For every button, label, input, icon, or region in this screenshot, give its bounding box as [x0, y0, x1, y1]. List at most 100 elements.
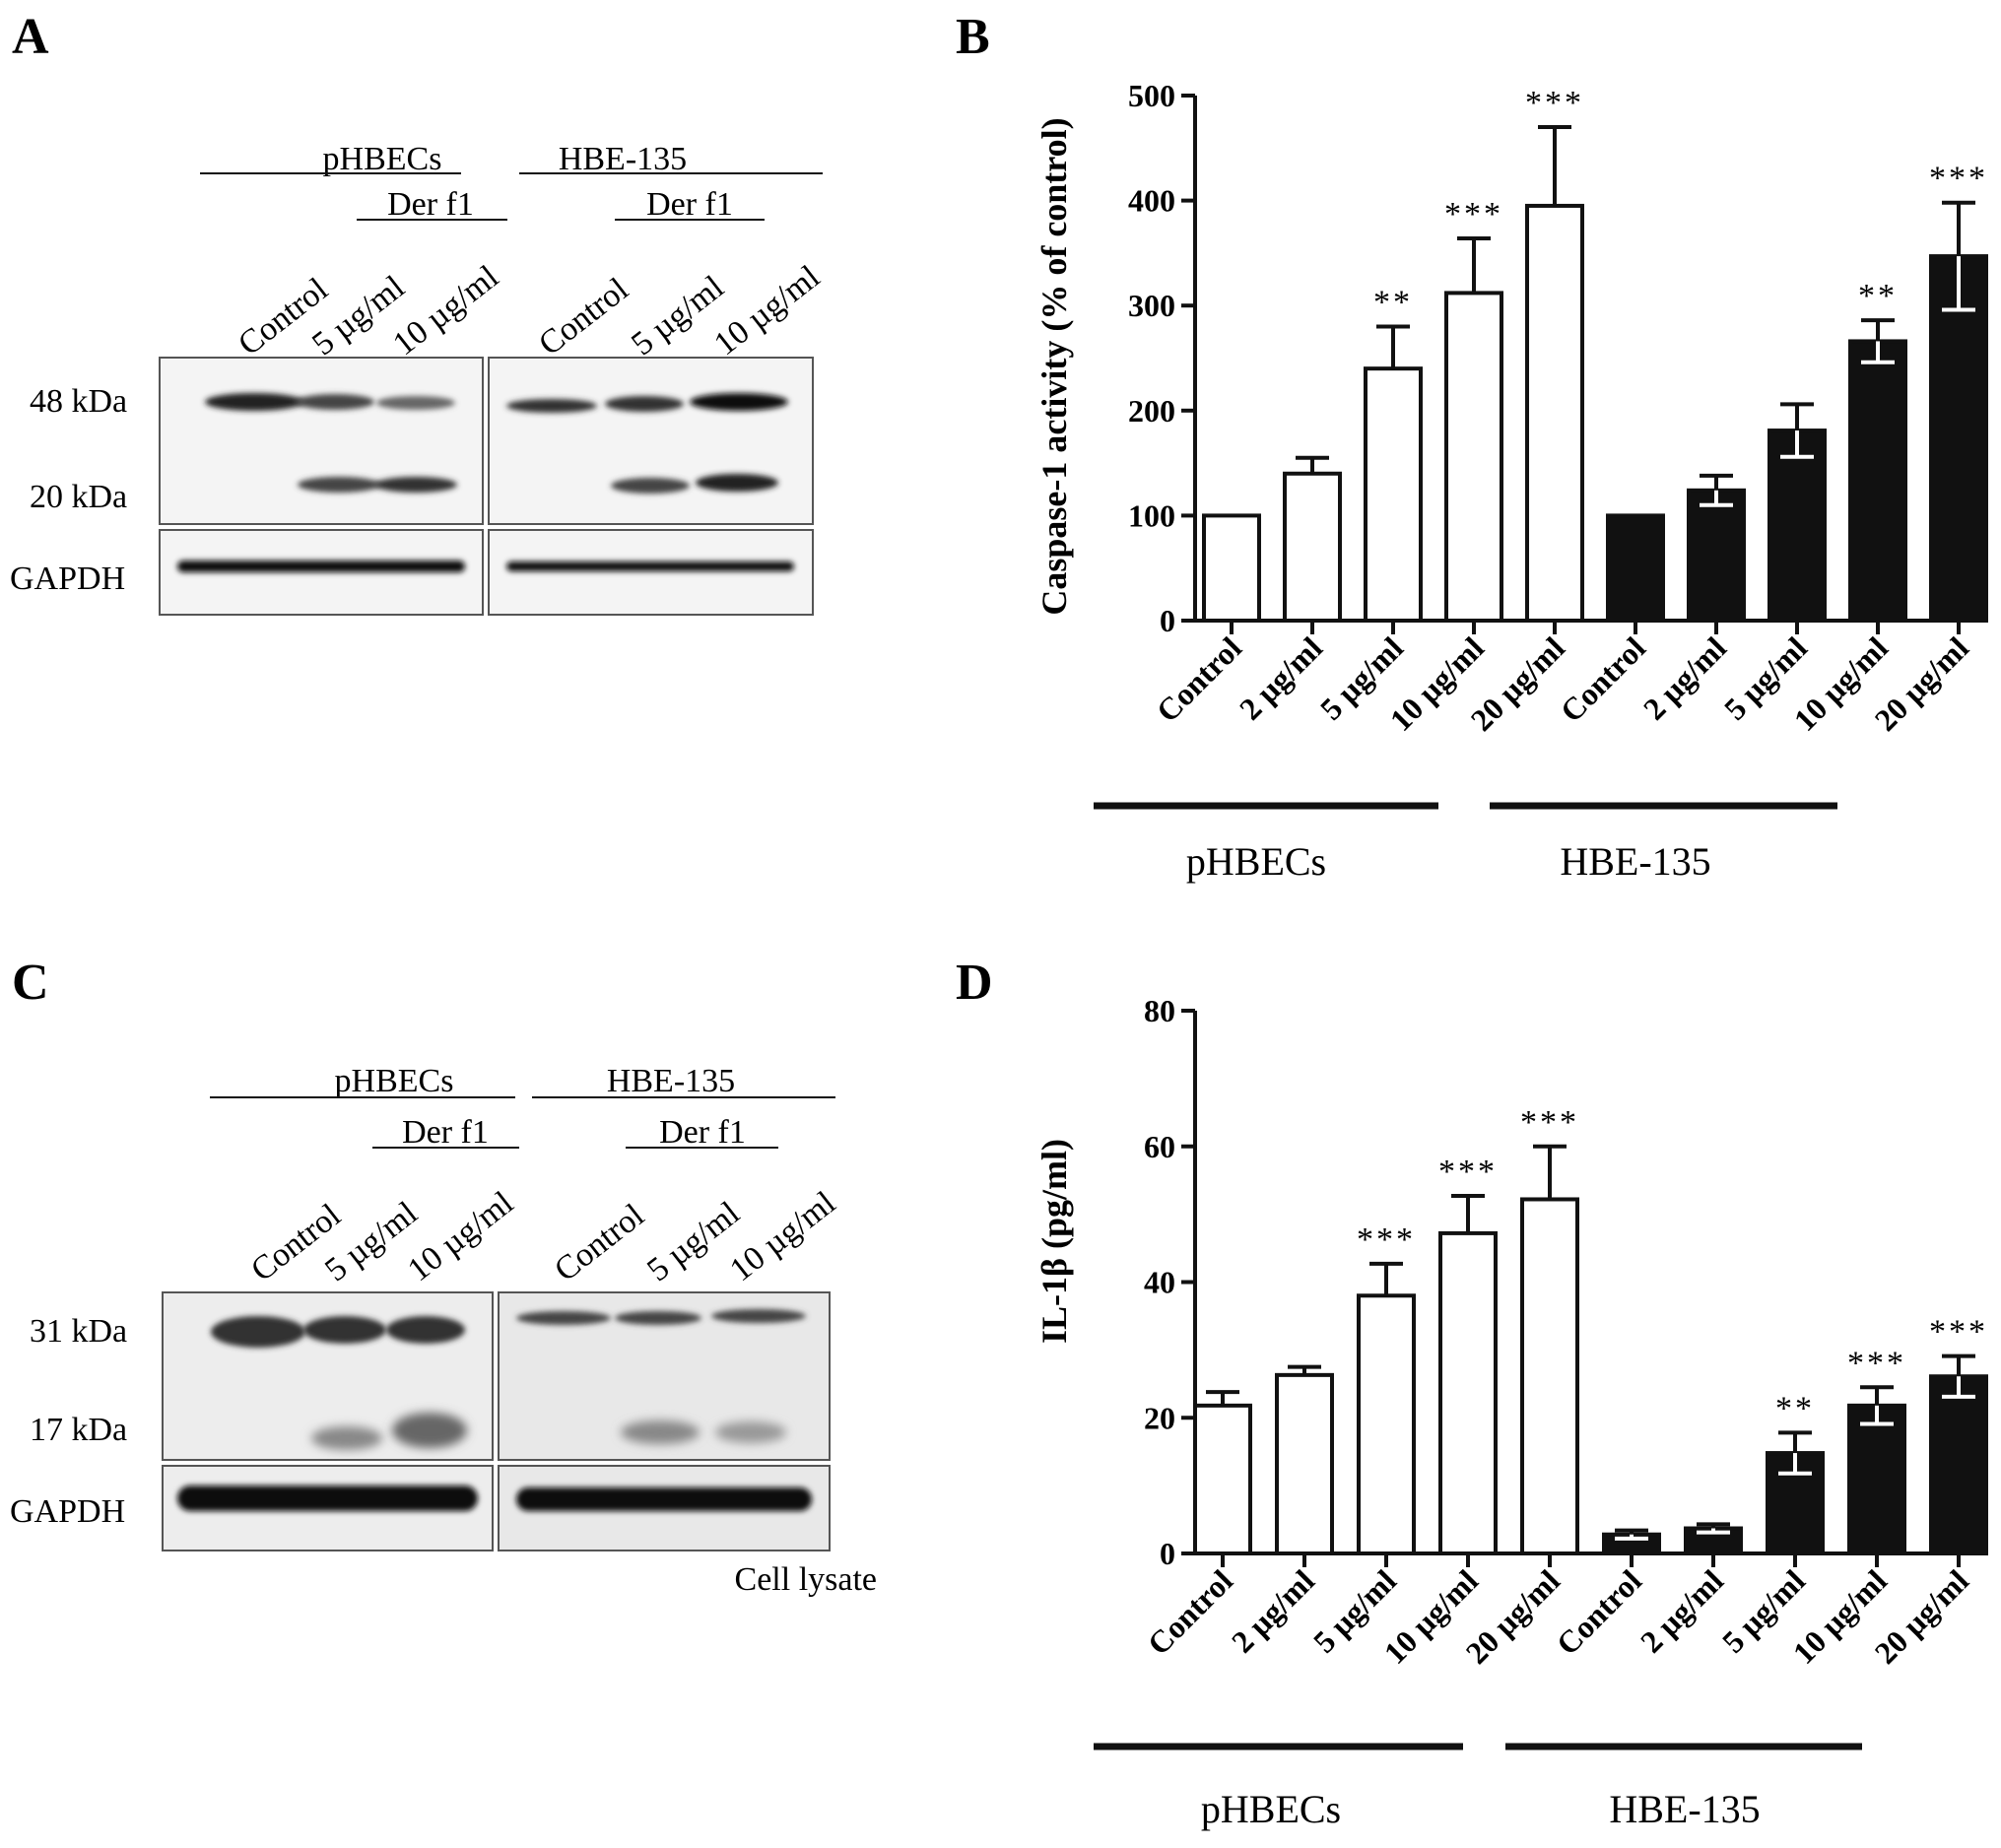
panel-a-treatment2-label: Der f1 [646, 186, 733, 223]
panel-a-treatment1-label: Der f1 [387, 186, 474, 223]
blot-band [605, 396, 684, 412]
significance-marker: ** [1858, 278, 1898, 314]
panel-a-lane-label: 5 µg/ml [625, 269, 730, 363]
panel-a-group2-label: HBE-135 [559, 141, 687, 177]
blot-band [621, 1420, 700, 1444]
bar [1357, 1293, 1416, 1556]
bar [1929, 1374, 1988, 1555]
y-tick-label: 0 [1160, 603, 1175, 638]
x-tick-label: 2 µg/ml [1634, 1562, 1730, 1659]
y-tick-label: 500 [1128, 78, 1175, 113]
blot-band [211, 1316, 305, 1348]
significance-marker: ** [1373, 285, 1413, 321]
panel-c-treatment2-label: Der f1 [659, 1114, 746, 1151]
panel-a-loading-label: GAPDH [10, 561, 125, 597]
bar [1283, 471, 1342, 624]
bar [1687, 488, 1746, 624]
panel-c-caption: Cell lysate [735, 1561, 877, 1598]
blot-band [715, 1421, 786, 1443]
panel-a-band-upper-label: 48 kDa [30, 383, 127, 420]
panel-b-group1-label: pHBECs [1186, 839, 1326, 884]
blot-band [205, 393, 303, 411]
blot-band [303, 1316, 386, 1344]
significance-marker: *** [1929, 1314, 1988, 1351]
panel-c-lane-label: 5 µg/ml [640, 1195, 746, 1288]
panel-c-lane-label: 10 µg/ml [401, 1185, 520, 1289]
blot-band [611, 478, 690, 494]
panel-b-bar-chart: B Caspase-1 activity (% of control) 0 100… [956, 9, 1988, 884]
bar [1520, 1197, 1579, 1556]
panel-d-letter: D [956, 955, 993, 1011]
panel-a-letter: A [12, 9, 49, 65]
panel-a-western-blot: A pHBECs HBE-135 Der f1 Der f1 Control 5… [10, 9, 827, 616]
blot-band [386, 1316, 465, 1344]
significance-marker: *** [1520, 1104, 1579, 1141]
blot-band [177, 1485, 478, 1511]
blot-band [376, 396, 455, 410]
significance-marker: *** [1444, 196, 1503, 232]
y-tick-label: 200 [1128, 393, 1175, 429]
significance-marker: *** [1847, 1345, 1906, 1381]
bar [1606, 513, 1665, 624]
panel-c-band-upper-label: 31 kDa [30, 1313, 127, 1350]
bar [1525, 203, 1584, 623]
blot-band [516, 1311, 611, 1325]
y-tick-label: 80 [1144, 993, 1175, 1028]
significance-marker: *** [1929, 161, 1988, 197]
x-tick-label: Control [1140, 1562, 1239, 1662]
panel-d-y-axis-title: IL-1β (pg/ml) [1034, 1139, 1074, 1344]
x-tick-label: Control [1553, 629, 1652, 729]
x-tick-label: 2 µg/ml [1233, 629, 1329, 726]
blot-band [615, 1311, 701, 1325]
panel-a-group1-label: pHBECs [323, 141, 442, 177]
bar [1444, 291, 1503, 623]
blot-membrane [159, 357, 484, 525]
blot-band [690, 393, 788, 411]
panel-b-y-axis-title: Caspase-1 activity (% of control) [1034, 117, 1074, 615]
panel-c-letter: C [12, 955, 49, 1011]
y-tick-label: 100 [1128, 497, 1175, 533]
bar [1847, 1403, 1906, 1556]
bar [1768, 429, 1827, 623]
significance-marker: *** [1438, 1154, 1498, 1190]
x-tick-label: 2 µg/ml [1225, 1562, 1321, 1659]
y-tick-label: 400 [1128, 183, 1175, 219]
blot-band [177, 561, 465, 572]
panel-c-group1-label: pHBECs [335, 1063, 454, 1099]
panel-c-loading-label: GAPDH [10, 1493, 125, 1530]
panel-d-group1-label: pHBECs [1201, 1787, 1341, 1831]
panel-c-group2-label: HBE-135 [607, 1063, 735, 1099]
blot-band [696, 474, 778, 492]
bar [1202, 513, 1261, 624]
y-tick-label: 60 [1144, 1129, 1175, 1164]
y-tick-label: 300 [1128, 288, 1175, 323]
x-tick-label: Control [1149, 629, 1248, 729]
panel-b-letter: B [956, 9, 990, 65]
panel-a-band-lower-label: 20 kDa [30, 479, 127, 515]
significance-marker: *** [1525, 85, 1584, 121]
x-tick-label: Control [1549, 1562, 1648, 1662]
panel-c-western-blot: C pHBECs HBE-135 Der f1 Der f1 Control 5… [10, 955, 877, 1598]
panel-a-lane-label: 10 µg/ml [707, 259, 827, 363]
bar [1848, 339, 1907, 623]
y-tick-label: 20 [1144, 1400, 1175, 1435]
blot-band [516, 1487, 812, 1511]
bar [1438, 1230, 1498, 1556]
bar [1364, 366, 1423, 623]
blot-band [506, 561, 794, 571]
blot-band [711, 1309, 806, 1323]
panel-b-group2-label: HBE-135 [1560, 839, 1710, 884]
panel-a-lane-label: 10 µg/ml [386, 259, 505, 363]
blot-band [298, 477, 380, 493]
panel-a-lane-label: Control [532, 271, 635, 363]
panel-c-lane-label: Control [548, 1197, 651, 1288]
y-tick-label: 0 [1160, 1536, 1175, 1571]
bar [1275, 1372, 1334, 1556]
blot-band [311, 1426, 382, 1450]
blot-band [374, 477, 457, 493]
blot-band [392, 1413, 467, 1448]
